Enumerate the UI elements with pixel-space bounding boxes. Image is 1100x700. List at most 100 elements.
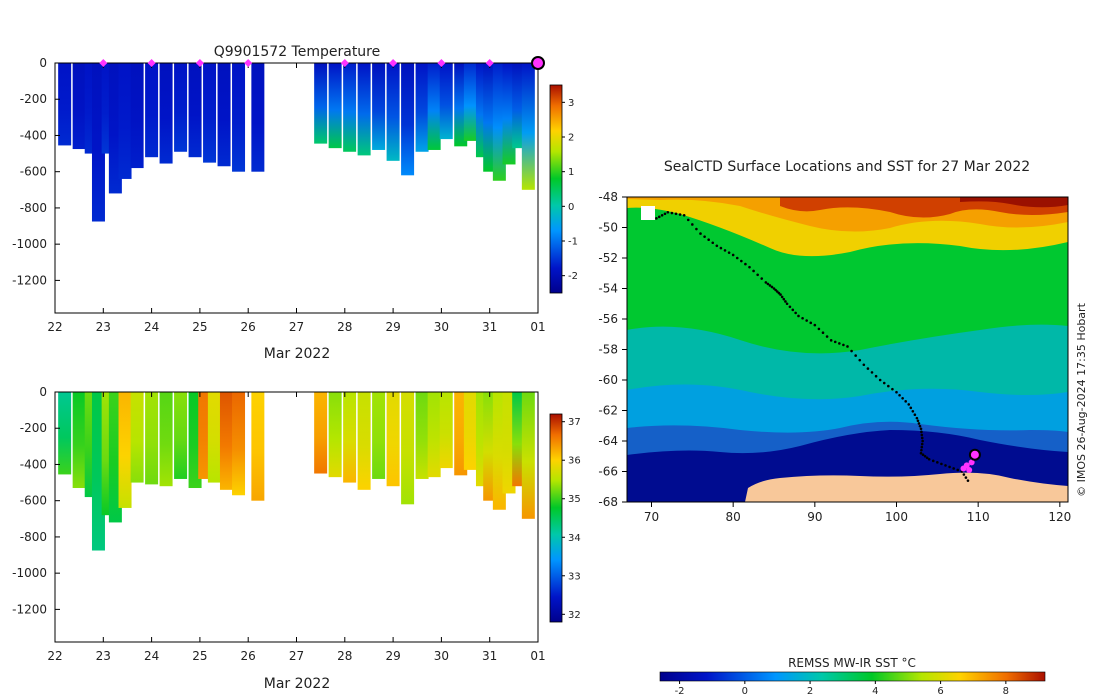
track-point xyxy=(854,354,857,357)
temp-profile-column xyxy=(130,63,144,169)
temperature-profiles xyxy=(58,63,535,222)
sal-y-tick-label: -200 xyxy=(20,421,47,435)
map-x-tick-label: 100 xyxy=(885,510,908,524)
temp-y-tick-label: 0 xyxy=(39,56,47,70)
temp-y-tick-label: -400 xyxy=(20,128,47,142)
track-point xyxy=(936,461,939,464)
sst-colorbar-tick-label: 0 xyxy=(742,686,748,697)
sal-profile-column xyxy=(130,392,144,483)
temp-profile-column xyxy=(203,63,217,163)
map-x-tick-label: 110 xyxy=(967,510,990,524)
sst-colorbar-tick-label: 4 xyxy=(872,686,878,697)
temp-x-tick-label: 30 xyxy=(434,320,449,334)
profile-marker xyxy=(437,59,446,67)
temp-profile-column xyxy=(439,63,453,140)
track-point xyxy=(695,227,698,231)
track-point xyxy=(918,424,922,428)
sst-map-panel: SealCTD Surface Locations and SST for 27… xyxy=(598,159,1088,697)
track-point xyxy=(833,340,837,344)
track-point xyxy=(925,456,929,460)
map-title: SealCTD Surface Locations and SST for 27… xyxy=(664,159,1030,175)
sal-profile-column xyxy=(159,392,173,487)
track-point xyxy=(777,291,781,295)
temp-profile-column xyxy=(343,63,357,152)
track-point xyxy=(791,308,795,312)
track-point xyxy=(962,473,966,476)
track-point xyxy=(898,393,901,397)
track-point xyxy=(674,212,678,216)
track-point xyxy=(760,277,764,280)
sst-colorbar-tick-label: 8 xyxy=(1003,686,1009,697)
sal-colorbar-tick-label: 37 xyxy=(568,417,581,428)
track-point xyxy=(920,448,923,452)
map-y-tick-label: -54 xyxy=(598,282,618,296)
sal-colorbar-tick-label: 36 xyxy=(568,456,581,467)
track-point xyxy=(813,323,817,327)
temp-profile-column xyxy=(217,63,231,167)
sal-profile-column xyxy=(174,392,188,479)
track-point xyxy=(895,390,898,394)
temp-profile-column xyxy=(372,63,386,150)
track-point xyxy=(788,305,792,309)
temp-profile-column xyxy=(251,63,265,172)
temp-x-tick-label: 23 xyxy=(96,320,111,334)
track-point xyxy=(838,342,841,345)
recent-position-point xyxy=(966,466,973,473)
sal-y-tick-label: 0 xyxy=(39,385,47,399)
track-point xyxy=(940,462,943,466)
latest-position-marker xyxy=(968,448,981,461)
track-point xyxy=(909,406,913,410)
track-point xyxy=(782,297,786,301)
salinity-x-label: Mar 2022 xyxy=(264,676,331,692)
sal-x-tick-label: 27 xyxy=(289,649,304,663)
salinity-panel: 22 23 24 25 26 27 28 29 30 31 01 0 -200 -400 -600 -800 -… xyxy=(12,385,581,692)
track-point xyxy=(660,214,664,217)
sal-profile-column xyxy=(439,392,453,469)
map-y-tick-label: -52 xyxy=(598,251,618,265)
track-point xyxy=(772,287,776,290)
track-point xyxy=(740,259,743,263)
temp-profile-column xyxy=(415,63,429,152)
track-point xyxy=(919,451,923,455)
track-point xyxy=(901,397,904,400)
sst-colorbar-tick-label: 6 xyxy=(937,686,943,697)
latest-profile-marker xyxy=(531,56,545,70)
profile-marker xyxy=(147,59,156,67)
temperature-x-label: Mar 2022 xyxy=(264,346,331,362)
sal-profile-column xyxy=(207,392,221,483)
temp-colorbar-tick-label: 2 xyxy=(568,133,574,144)
track-point xyxy=(727,251,731,254)
temperature-profile-markers xyxy=(99,56,545,70)
track-point xyxy=(917,422,921,425)
track-point xyxy=(907,403,911,406)
sst-warm-band-darkred xyxy=(960,197,1068,208)
map-y-tick-label: -60 xyxy=(598,373,618,387)
track-point xyxy=(920,430,923,434)
track-point xyxy=(927,458,931,461)
track-point xyxy=(723,249,727,252)
sal-colorbar-tick-label: 35 xyxy=(568,494,581,505)
temp-profile-column xyxy=(314,63,328,144)
salinity-axes: 22 23 24 25 26 27 28 29 30 31 01 0 -200 -400 -600 -800 -… xyxy=(12,385,546,663)
temp-x-tick-label: 22 xyxy=(47,320,62,334)
track-point xyxy=(657,215,661,219)
track-point xyxy=(764,281,768,284)
map-y-tick-label: -62 xyxy=(598,404,618,418)
map-y-tick-label: -64 xyxy=(598,434,618,448)
temp-profile-column xyxy=(118,63,132,179)
temp-y-tick-label: -200 xyxy=(20,92,47,106)
track-point xyxy=(655,217,658,220)
track-point xyxy=(735,256,739,260)
imos-credit: © IMOS 26-Aug-2024 17:35 Hobart xyxy=(1075,302,1088,496)
temp-profile-column xyxy=(174,63,188,152)
sal-x-tick-label: 22 xyxy=(47,649,62,663)
track-point xyxy=(711,241,715,245)
track-point xyxy=(920,433,924,437)
track-point xyxy=(768,284,772,287)
sal-x-tick-label: 24 xyxy=(144,649,159,663)
sst-field xyxy=(627,197,1068,502)
sal-profile-column xyxy=(386,392,400,487)
temp-x-tick-label: 31 xyxy=(482,320,497,334)
sal-profile-column xyxy=(251,392,265,501)
track-point xyxy=(956,468,960,472)
